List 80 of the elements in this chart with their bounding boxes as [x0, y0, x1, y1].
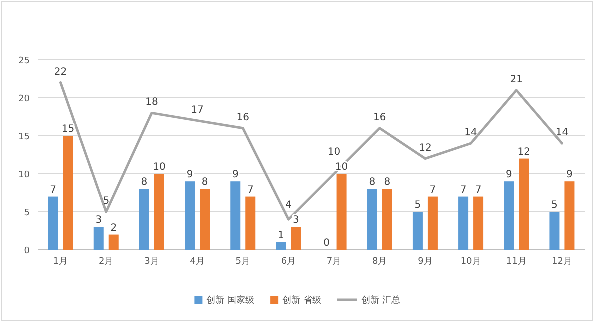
bar [564, 182, 575, 250]
data-label: 8 [202, 177, 208, 188]
data-label: 7 [475, 184, 482, 196]
x-tick-label: 5月 [236, 257, 250, 267]
x-tick-label: 12月 [552, 257, 572, 267]
bar [48, 196, 58, 250]
data-label: 22 [54, 66, 68, 78]
bar [154, 174, 164, 250]
data-label: 15 [62, 124, 75, 135]
data-label: 8 [384, 177, 391, 188]
data-label: 16 [236, 112, 250, 124]
x-tick-label: 10月 [460, 257, 482, 267]
data-label: 7 [460, 184, 467, 196]
bar [519, 158, 530, 250]
y-tick-label: 0 [24, 246, 30, 256]
bar [382, 189, 392, 250]
bar [200, 189, 210, 250]
data-label: 9 [186, 170, 194, 181]
y-tick-label: 15 [18, 132, 30, 142]
bar [412, 212, 423, 250]
x-tick-label: 3月 [144, 257, 160, 267]
data-label: 14 [556, 128, 569, 139]
legend-label: 创新 汇总 [361, 295, 400, 306]
data-label: 7 [430, 184, 436, 196]
data-label: 12 [518, 146, 530, 158]
data-label: 2 [110, 222, 118, 234]
x-tick-label: 7月 [326, 257, 342, 267]
bar [230, 182, 241, 250]
bar [550, 212, 560, 250]
data-label: 8 [141, 177, 148, 188]
data-label: 17 [191, 104, 204, 116]
data-label: 10 [328, 147, 341, 158]
x-tick-label: 6月 [281, 257, 296, 267]
bar [246, 196, 256, 250]
bar [94, 227, 104, 250]
data-label: 4 [286, 200, 292, 212]
data-label: 9 [232, 170, 239, 181]
data-label: 7 [50, 184, 56, 196]
data-label: 16 [374, 112, 386, 124]
y-tick-label: 25 [18, 56, 30, 66]
bar [504, 182, 514, 250]
data-label: 21 [510, 74, 523, 86]
data-label: 5 [414, 200, 422, 211]
bar [185, 182, 196, 250]
data-label: 5 [552, 200, 558, 211]
x-tick-label: 11月 [506, 257, 527, 267]
legend-label: 创新 国家级 [206, 295, 255, 306]
bar [291, 227, 302, 250]
bar [428, 196, 438, 250]
data-label: 1 [278, 230, 284, 242]
data-label: 9 [506, 170, 512, 181]
bar [63, 136, 74, 250]
y-tick-label: 10 [18, 170, 30, 180]
bar [276, 242, 286, 250]
x-tick-label: 2月 [99, 257, 114, 267]
data-label: 0 [324, 238, 330, 249]
data-label: 3 [96, 215, 102, 226]
y-tick-label: 20 [18, 94, 30, 104]
data-label: 12 [419, 142, 432, 154]
bar [108, 234, 119, 250]
bar [474, 196, 484, 250]
data-label: 5 [103, 196, 110, 207]
data-label: 3 [293, 215, 300, 226]
bar [336, 174, 347, 250]
data-label: 8 [369, 177, 376, 188]
bar [458, 196, 469, 250]
data-label: 18 [146, 97, 158, 108]
data-label: 14 [464, 128, 478, 139]
data-label: 9 [566, 170, 573, 181]
data-label: 10 [153, 162, 166, 173]
bar [139, 189, 150, 250]
x-tick-label: 1月 [53, 257, 68, 267]
bar [367, 189, 378, 250]
legend-label: 创新 省级 [282, 295, 322, 306]
x-tick-label: 4月 [190, 257, 205, 267]
data-label: 10 [335, 162, 348, 173]
data-label: 7 [247, 184, 254, 196]
x-tick-label: 8月 [372, 257, 388, 267]
x-tick-label: 9月 [418, 257, 433, 267]
y-tick-label: 5 [24, 208, 30, 218]
